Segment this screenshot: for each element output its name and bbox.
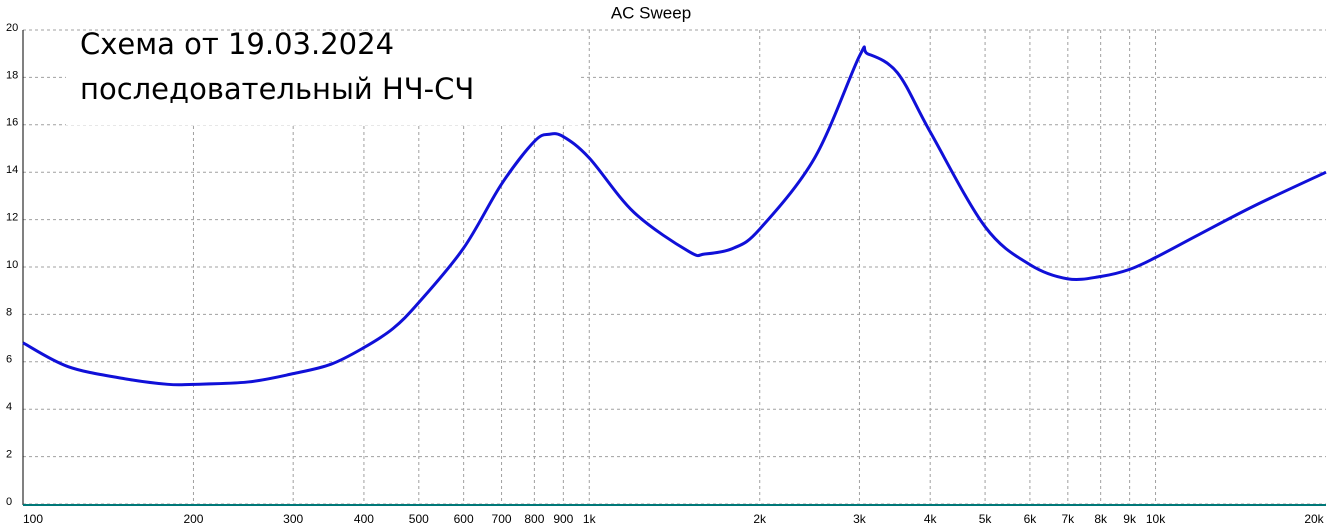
- x-tick-label: 5k: [979, 512, 993, 526]
- series-line: [22, 45, 1327, 387]
- annotation-box: [66, 31, 580, 125]
- chart-title: AC Sweep: [611, 3, 691, 22]
- y-tick-label: 14: [6, 164, 18, 176]
- x-tick-label: 100: [23, 512, 43, 526]
- y-tick-label: 16: [6, 117, 18, 129]
- y-tick-label: 4: [6, 401, 12, 413]
- x-tick-label: 6k: [1024, 512, 1038, 526]
- x-tick-label: 20k: [1304, 512, 1324, 526]
- x-tick-label: 700: [492, 512, 512, 526]
- x-tick-label: 9k: [1123, 512, 1137, 526]
- x-tick-label: 800: [524, 512, 544, 526]
- x-tick-label: 600: [454, 512, 474, 526]
- x-tick-label: 900: [553, 512, 573, 526]
- x-tick-label: 4k: [924, 512, 938, 526]
- y-tick-label: 20: [6, 22, 18, 34]
- y-tick-label: 0: [6, 496, 12, 508]
- x-tick-label: 7k: [1061, 512, 1075, 526]
- x-tick-label: 500: [409, 512, 429, 526]
- x-tick-label: 10k: [1146, 512, 1166, 526]
- annotation: последовательный НЧ-СЧ: [80, 72, 474, 106]
- x-tick-label: 2k: [753, 512, 767, 526]
- x-tick-label: 300: [283, 512, 303, 526]
- y-tick-label: 6: [6, 354, 12, 366]
- x-tick-label: 400: [354, 512, 374, 526]
- y-tick-label: 10: [6, 259, 18, 271]
- x-tick-label: 1k: [583, 512, 597, 526]
- annotation: Схема от 19.03.2024: [80, 27, 394, 61]
- y-tick-label: 18: [6, 69, 18, 81]
- x-tick-label: 200: [183, 512, 203, 526]
- y-tick-label: 8: [6, 306, 12, 318]
- x-tick-label: 3k: [853, 512, 867, 526]
- x-tick-label: 8k: [1094, 512, 1108, 526]
- y-tick-label: 2: [6, 449, 12, 461]
- y-tick-label: 12: [6, 212, 18, 224]
